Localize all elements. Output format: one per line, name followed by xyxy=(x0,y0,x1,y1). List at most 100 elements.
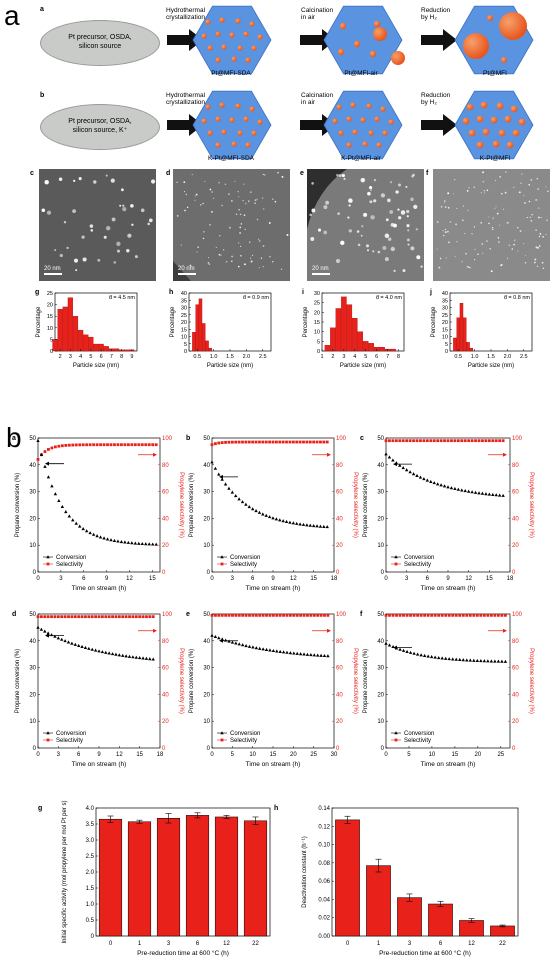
conversion-point xyxy=(258,646,262,650)
conversion-point xyxy=(311,523,316,528)
selectivity-point xyxy=(306,613,309,617)
x-tick-label: 9 xyxy=(446,576,450,582)
y2-axis-title: Propylene selectivity (%) xyxy=(178,472,184,538)
particle-spot xyxy=(469,266,471,269)
label-k-pt-mfi: K-Pt@MFI xyxy=(479,155,511,162)
selectivity-point xyxy=(325,440,329,444)
panel-label: c xyxy=(360,435,364,442)
pt-nanoparticle xyxy=(487,15,493,21)
conversion-point xyxy=(71,518,75,522)
particle-spot xyxy=(443,234,445,237)
selectivity-point xyxy=(217,613,221,617)
conversion-point xyxy=(475,658,480,662)
conversion-point xyxy=(126,540,131,544)
y-tick-label: 0 xyxy=(33,746,37,752)
particle-spot xyxy=(225,260,228,263)
particle-spot xyxy=(495,206,497,208)
conversion-point xyxy=(74,521,78,525)
selectivity-point xyxy=(36,615,40,619)
selectivity-point xyxy=(97,615,101,619)
selectivity-point xyxy=(154,443,158,447)
pt-nanoparticle xyxy=(476,115,484,123)
pt-nanoparticle xyxy=(352,129,358,135)
x-tick-label: 6 xyxy=(251,576,255,582)
particle-spot xyxy=(526,216,528,219)
y-tick-label: 10 xyxy=(442,335,448,341)
particle-spot xyxy=(195,193,198,196)
activity-bar xyxy=(156,817,181,937)
pt-nanoparticle xyxy=(231,56,237,62)
conversion-point xyxy=(210,633,214,637)
selectivity-point xyxy=(274,440,278,444)
selectivity-point xyxy=(213,442,217,446)
particle-spot xyxy=(247,200,250,203)
pt-nanoparticle xyxy=(374,116,380,122)
selectivity-point xyxy=(128,615,131,619)
selectivity-point xyxy=(114,615,118,619)
y-tick-label: 2.0 xyxy=(86,870,95,876)
y-axis-title: Percentage xyxy=(303,306,309,337)
conversion-point xyxy=(78,524,82,528)
y2-tick-label: 0 xyxy=(336,746,340,752)
pt-nanoparticle xyxy=(221,44,227,50)
conversion-point xyxy=(429,479,433,483)
particle-spot xyxy=(448,241,450,244)
pt-nanoparticle xyxy=(215,31,221,37)
step-line: Calcination xyxy=(301,92,334,99)
selectivity-point xyxy=(268,613,272,617)
particle-spot xyxy=(343,177,346,181)
selectivity-point xyxy=(299,613,303,617)
conversion-point xyxy=(127,654,132,658)
particle-spot xyxy=(444,231,447,233)
pt-nanoparticle xyxy=(257,119,263,125)
selectivity-point xyxy=(247,440,251,444)
y-tick-label: 10 xyxy=(47,326,53,332)
selectivity-point xyxy=(285,613,289,617)
selectivity-point xyxy=(440,613,444,617)
selectivity-point xyxy=(405,613,409,617)
conversion-point xyxy=(39,627,44,631)
selectivity-point xyxy=(43,450,47,453)
pt-nanoparticle xyxy=(510,105,518,113)
x-tick-label: 6 xyxy=(439,941,443,947)
y-tick-label: 10 xyxy=(29,543,36,549)
particle-spot xyxy=(498,241,500,243)
particle-spot xyxy=(113,261,117,264)
selectivity-point xyxy=(47,448,50,451)
x-axis-title: Particle size (nm) xyxy=(207,363,253,369)
scale-bar: 20 nm xyxy=(178,266,196,275)
particle-spot xyxy=(438,266,441,269)
x-axis-title: Time on stream (h) xyxy=(72,585,127,592)
crystal-region xyxy=(307,169,424,281)
particle-spot xyxy=(234,180,236,182)
pt-nanoparticle xyxy=(338,130,344,136)
pt-nanoparticle xyxy=(229,32,235,38)
conversion-point xyxy=(53,634,57,638)
selectivity-point xyxy=(388,613,391,617)
x-tick-label: 15 xyxy=(452,752,459,758)
y-tick-label: 30 xyxy=(377,490,384,496)
particle-spot xyxy=(240,223,243,225)
conversion-point xyxy=(291,521,296,525)
conversion-point xyxy=(267,515,272,519)
y-tick-label: 35 xyxy=(442,298,448,304)
selectivity-point xyxy=(493,613,497,617)
histogram-bar xyxy=(459,302,464,352)
pt-nanoparticle xyxy=(346,142,352,148)
legend-marker xyxy=(220,731,224,735)
particle-spot xyxy=(337,212,340,215)
step-reduction-b: Reduction by H₂ xyxy=(421,92,450,107)
particle-spot xyxy=(536,178,538,180)
conversion-point xyxy=(384,641,388,645)
conversion-point xyxy=(398,463,402,467)
particle-spot xyxy=(117,249,120,253)
histogram-bar xyxy=(192,332,196,352)
panel-label: d xyxy=(12,611,16,618)
selectivity-point xyxy=(99,443,102,447)
selectivity-point xyxy=(412,439,415,443)
y-tick-label: 4.0 xyxy=(86,806,95,812)
selectivity-point xyxy=(484,439,488,443)
selectivity-point xyxy=(36,458,40,461)
y-tick-label: 0.5 xyxy=(86,918,95,924)
selectivity-point xyxy=(491,439,495,443)
